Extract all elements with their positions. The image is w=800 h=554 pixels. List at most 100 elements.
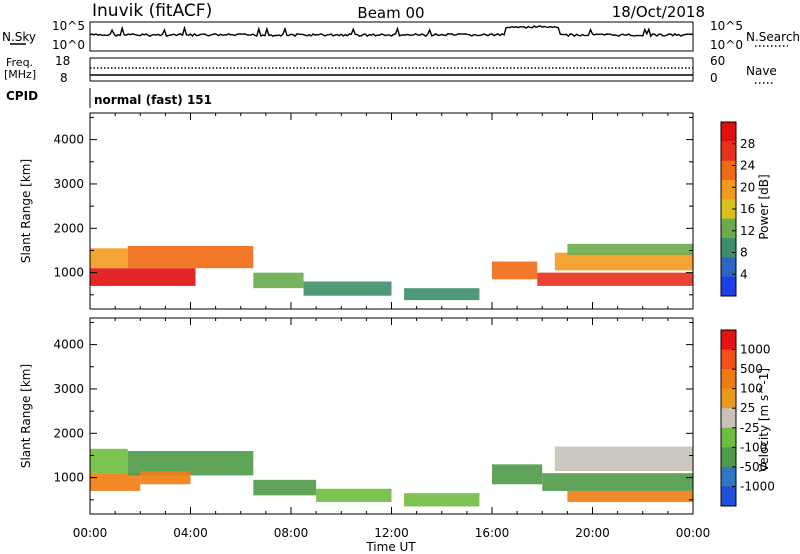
freq-ytick-bottom: 8 — [60, 71, 68, 85]
data-region — [492, 464, 543, 485]
x-tick-label: 12:00 — [374, 526, 409, 540]
colorbar-swatch — [721, 349, 736, 370]
nsearch-ytick-bottom: 10^0 — [710, 38, 743, 52]
colorbar-tick-label: 16 — [740, 202, 755, 216]
x-tick-label: 16:00 — [475, 526, 510, 540]
data-region — [404, 288, 480, 301]
power-data-layer — [90, 243, 693, 301]
data-region — [90, 473, 141, 491]
y-tick-label: 3000 — [53, 382, 84, 396]
colorbar-swatch — [721, 199, 736, 220]
nave-ytick-top: 60 — [710, 54, 725, 68]
colorbar-swatch — [721, 122, 736, 142]
velocity-x-axis — [89, 318, 694, 514]
y-tick-label: 3000 — [53, 177, 84, 191]
velocity-y-axis: 1000 2000 3000 4000 — [53, 321, 693, 501]
data-region — [90, 248, 128, 269]
colorbar-swatch — [721, 330, 736, 351]
nsky-ytick-bottom: 10^0 — [52, 38, 85, 52]
colorbar-tick-label: 100 — [740, 382, 763, 396]
colorbar-tick-label: 4 — [740, 267, 748, 281]
nave-ytick-bottom: 0 — [710, 71, 718, 85]
colorbar-tick-label: 12 — [740, 224, 755, 238]
beam-title: Beam 00 — [357, 4, 424, 22]
colorbar-tick-label: 25 — [740, 401, 755, 415]
cpid-text: normal (fast) 151 — [94, 93, 212, 107]
nsearch-ytick-top: 10^5 — [710, 19, 743, 33]
station-title: Inuvik (fitACF) — [92, 1, 212, 21]
velocity-panel: 1000 2000 3000 4000 Slant Range [km] 1000 50… — [19, 317, 775, 515]
colorbar-swatch — [721, 238, 736, 258]
freq-unit-label: [MHz] — [4, 68, 36, 81]
power-ylabel: Slant Range [km] — [19, 159, 33, 263]
colorbar-swatch — [721, 486, 736, 507]
velocity-cbar-label: Velocity [m s^-1] — [757, 368, 771, 472]
data-region — [567, 490, 693, 503]
colorbar-swatch — [721, 427, 736, 448]
colorbar-swatch — [721, 276, 736, 297]
data-region — [127, 246, 254, 269]
data-region — [567, 243, 693, 255]
nsky-trace — [89, 25, 694, 38]
velocity-colorbar: 1000 500 100 25 -25 -100 -500 -1000 — [720, 329, 775, 507]
nsearch-label: N.Search — [746, 30, 800, 44]
power-y-axis: 1000 2000 3000 4000 — [53, 116, 693, 296]
y-tick-label: 2000 — [53, 221, 84, 235]
colorbar-swatch — [721, 218, 736, 239]
colorbar-tick-label: 1000 — [740, 343, 771, 357]
colorbar-tick-label: 28 — [740, 137, 755, 151]
power-x-axis — [89, 113, 694, 309]
x-tick-label: 00:00 — [73, 526, 108, 540]
cpid-label: CPID — [6, 89, 38, 103]
colorbar-swatch — [721, 257, 736, 278]
colorbar-tick-label: -1000 — [740, 479, 775, 493]
colorbar-tick-label: 24 — [740, 159, 755, 173]
colorbar-swatch — [721, 447, 736, 468]
colorbar-swatch — [721, 141, 736, 162]
colorbar-swatch — [721, 160, 736, 181]
freq-panel: Freq. [MHz] 18 8 60 0 Nave — [4, 54, 777, 85]
colorbar-tick-label: 20 — [740, 180, 755, 194]
velocity-data-layer — [90, 446, 693, 507]
colorbar-swatch — [721, 180, 736, 200]
colorbar-swatch — [721, 408, 736, 429]
y-tick-label: 1000 — [53, 266, 84, 280]
freq-ytick-top: 18 — [55, 54, 70, 68]
x-tick-labels: 00:00 04:00 08:00 12:00 16:00 20:00 00:00 — [73, 526, 711, 540]
velocity-ylabel: Slant Range [km] — [19, 364, 33, 468]
colorbar-tick-label: -25 — [740, 421, 760, 435]
data-region — [554, 446, 693, 471]
date-title: 18/Oct/2018 — [612, 3, 705, 21]
freq-label: Freq. — [6, 56, 33, 69]
x-tick-label: 08:00 — [274, 526, 309, 540]
x-tick-label: 04:00 — [173, 526, 208, 540]
data-region — [140, 470, 191, 485]
colorbar-tick-label: -500 — [740, 460, 767, 474]
y-tick-label: 2000 — [53, 426, 84, 440]
y-tick-label: 4000 — [53, 338, 84, 352]
y-tick-label: 4000 — [53, 133, 84, 147]
nsky-label: N.Sky — [2, 30, 36, 44]
data-region — [303, 281, 392, 296]
y-tick-label: 1000 — [53, 471, 84, 485]
colorbar-swatch — [721, 466, 736, 487]
data-region — [492, 261, 538, 280]
colorbar-tick-label: 500 — [740, 362, 763, 376]
power-panel: 1000 2000 3000 4000 Slant Range [km] 4 8 12 16… — [19, 112, 771, 310]
x-tick-label: 20:00 — [575, 526, 610, 540]
data-region — [316, 488, 392, 503]
data-region — [90, 268, 196, 286]
nsky-ytick-top: 10^5 — [52, 19, 85, 33]
colorbar-tick-label: 8 — [740, 246, 748, 260]
data-region — [554, 252, 693, 271]
data-region — [542, 473, 693, 491]
colorbar-swatch — [721, 388, 736, 409]
colorbar-swatch — [721, 369, 736, 390]
data-region — [537, 272, 693, 286]
nave-label: Nave — [746, 64, 777, 78]
colorbar-tick-label: -100 — [740, 440, 767, 454]
power-colorbar: 4 8 12 16 20 24 28 — [720, 121, 755, 297]
data-region — [404, 493, 480, 507]
data-region — [253, 479, 317, 496]
